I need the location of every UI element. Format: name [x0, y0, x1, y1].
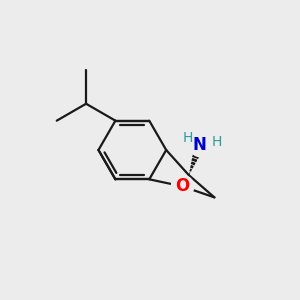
- Text: O: O: [175, 177, 190, 195]
- Point: [180, 184, 185, 189]
- Text: H: H: [182, 131, 193, 145]
- Text: N: N: [193, 136, 207, 154]
- Text: H: H: [212, 135, 222, 148]
- Point: [197, 142, 202, 147]
